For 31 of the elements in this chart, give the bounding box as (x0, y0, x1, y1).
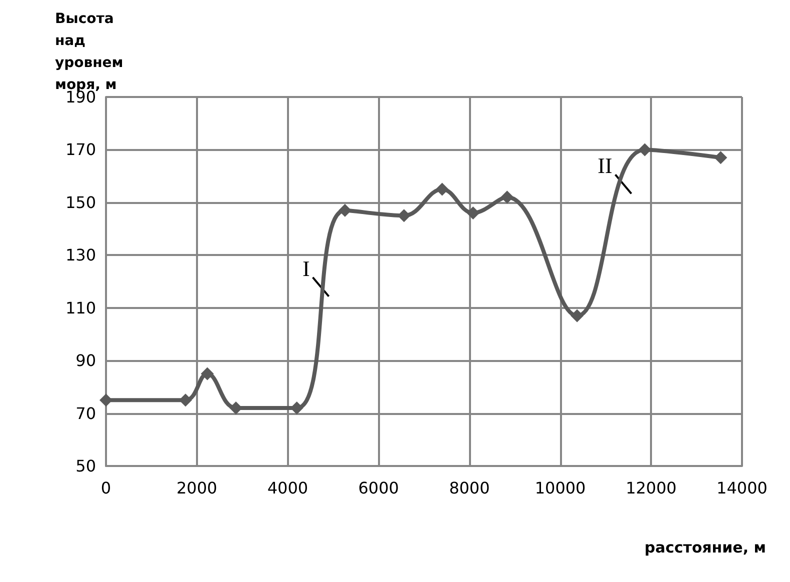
point (338, 204, 352, 217)
point (714, 151, 728, 164)
y-tick-label: 110 (65, 298, 96, 318)
x-tick-label: 2000 (176, 478, 218, 498)
x-tick-label: 10000 (534, 478, 586, 498)
y-tick-label: 50 (76, 456, 96, 476)
y-tick-label: 170 (65, 140, 96, 160)
point (290, 402, 304, 415)
point (229, 402, 242, 415)
y-tick-label: 130 (65, 246, 96, 265)
y-tick-label: 70 (76, 404, 96, 423)
point (500, 190, 514, 204)
x-tick-label: 4000 (267, 478, 308, 498)
point (570, 309, 584, 322)
point (466, 206, 480, 220)
x-axis-title: расстояние, м (644, 538, 766, 556)
annotation: II (598, 153, 612, 178)
point (436, 182, 449, 196)
x-tick-label: 12000 (626, 478, 677, 498)
x-tick-label: 0 (100, 478, 112, 498)
x-tick-label: 8000 (449, 478, 490, 498)
annotation: I (302, 256, 310, 281)
y-tick-label: 150 (65, 192, 96, 212)
x-tick-label: 14000 (716, 478, 768, 498)
point (100, 394, 112, 407)
point (398, 209, 411, 222)
x-tick-label: 6000 (358, 478, 399, 498)
point (179, 394, 192, 407)
point (638, 143, 652, 156)
point (200, 367, 214, 380)
y-tick-label: 90 (76, 351, 96, 370)
